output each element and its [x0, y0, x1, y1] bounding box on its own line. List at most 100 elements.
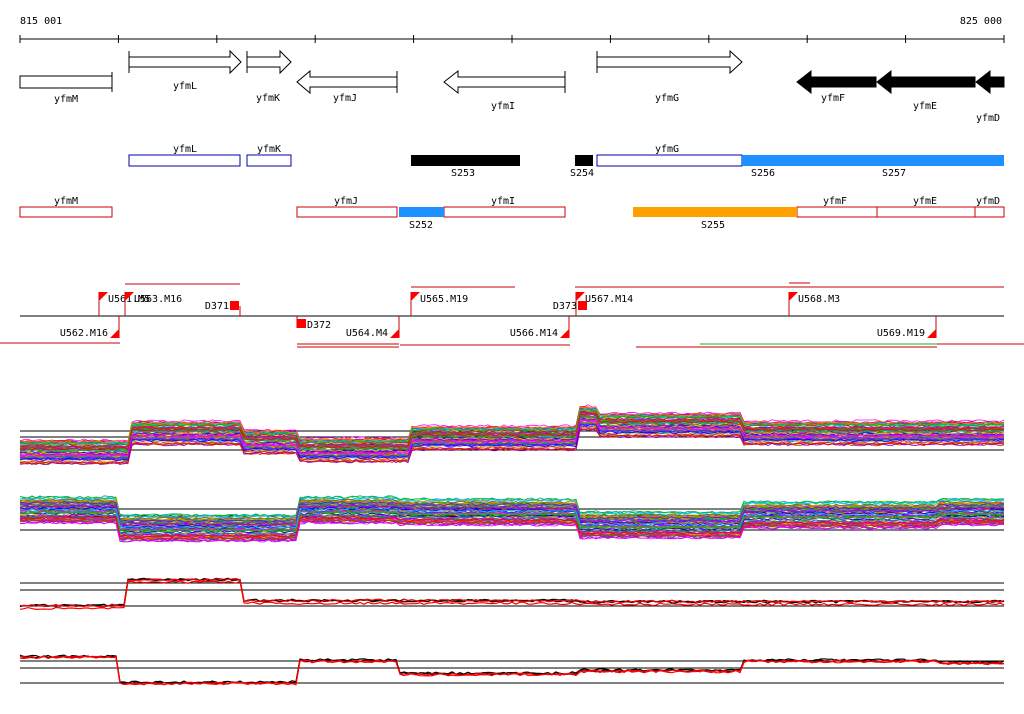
segment-label-S257: S257	[882, 168, 906, 179]
gene-label-yfmJ: yfmJ	[333, 93, 357, 104]
gene-yfmD[interactable]	[975, 69, 1005, 95]
downshift-label: D372	[307, 320, 331, 331]
expression-profile-line	[19, 410, 1005, 447]
upshift-marker[interactable]: U567.M14	[575, 292, 633, 316]
segment-S253[interactable]	[411, 155, 520, 166]
upshift-marker[interactable]: U568.M3	[788, 292, 840, 316]
expression-profile-line	[19, 521, 1005, 543]
minus-strand-track: yfmM yfmJ yfmI yfmF yfmE yfmD S252 S255	[19, 196, 1005, 231]
expression-profile-line	[19, 580, 1005, 611]
expression-profile-line	[19, 510, 1005, 533]
axis-end-label: 825 000	[960, 16, 1002, 27]
expression-profile-line	[19, 503, 1005, 525]
segment-S252[interactable]	[399, 207, 444, 217]
downshift-label: D373	[553, 301, 577, 312]
expression-profile-line	[19, 426, 1005, 464]
gene-yfmE[interactable]	[876, 69, 976, 95]
segment-label-S256: S256	[751, 168, 775, 179]
upshift-label: U565.M19	[420, 294, 468, 305]
transcript-label-yfmK: yfmK	[257, 144, 281, 155]
transcript-label-yfmL: yfmL	[173, 144, 197, 155]
expression-profile-line	[19, 655, 1005, 686]
transcript-yfmG[interactable]	[596, 154, 743, 167]
transcript-yfmD[interactable]	[974, 206, 1005, 218]
transcript-label-yfmF: yfmF	[823, 196, 847, 207]
expression-profile-line	[19, 423, 1005, 461]
expression-profile-line	[19, 413, 1004, 451]
transcript-label-yfmE: yfmE	[913, 196, 937, 207]
gene-label-yfmL: yfmL	[173, 81, 197, 92]
expression-profile-line	[19, 504, 1005, 527]
transcript-label-yfmM: yfmM	[54, 196, 78, 207]
transcript-yfmL[interactable]	[128, 154, 241, 167]
expression-profile-line	[19, 423, 1005, 461]
transcript-label-yfmG: yfmG	[655, 144, 679, 155]
transcript-yfmJ[interactable]	[296, 206, 398, 218]
expression-profile-line	[19, 412, 1005, 449]
gene-label-yfmI: yfmI	[491, 101, 515, 112]
transcript-yfmI[interactable]	[443, 206, 566, 218]
upshift-label: U569.M19	[877, 328, 925, 339]
gene-label-yfmE: yfmE	[913, 101, 937, 112]
expression-profile-line	[19, 509, 1005, 532]
expression-profile-line	[19, 516, 1005, 538]
gene-label-yfmM: yfmM	[54, 94, 78, 105]
upshift-label: U563.M16	[134, 294, 182, 305]
expression-profile-line	[19, 501, 1005, 523]
downshift-marker[interactable]: D371	[205, 301, 241, 316]
expression-panel-minus-all	[19, 495, 1005, 543]
transcript-yfmE[interactable]	[876, 206, 976, 218]
expression-profile-line	[19, 427, 1005, 465]
expression-profile-line	[19, 654, 1005, 685]
gene-yfmM[interactable]	[19, 75, 113, 89]
axis-start-label: 815 001	[20, 16, 62, 27]
coordinate-axis: 815 001 825 000	[19, 16, 1005, 43]
expression-profile-line	[19, 418, 1005, 456]
downshift-marker[interactable]: D373	[553, 301, 587, 312]
gene-yfmJ[interactable]	[296, 69, 398, 95]
upshift-label: U568.M3	[798, 294, 840, 305]
segment-label-S252: S252	[409, 220, 433, 231]
expression-profile-line	[19, 518, 1005, 540]
segment-S255[interactable]	[633, 207, 797, 217]
expression-profile-line	[19, 415, 1005, 453]
upshift-marker[interactable]: U561.M5	[98, 292, 150, 316]
expression-profile-line	[19, 406, 1005, 444]
expression-panel-plus-summary	[19, 577, 1005, 611]
upshift-label: U561.M5	[108, 294, 150, 305]
upshift-marker[interactable]: U563.M16	[124, 292, 182, 316]
segment-S256-S257[interactable]	[742, 155, 1004, 166]
expression-panel-minus-summary	[19, 654, 1005, 686]
upshift-marker[interactable]: U566.M14	[510, 316, 570, 339]
upshift-marker[interactable]: U569.M19	[877, 316, 937, 339]
gene-yfmI[interactable]	[443, 69, 566, 95]
gene-annotation-track: yfmM yfmL yfmK yfmJ yfmI yfmG yfmF yfmE …	[19, 49, 1005, 124]
transcript-yfmM[interactable]	[19, 206, 113, 218]
transcript-label-yfmD: yfmD	[976, 196, 1000, 207]
transcript-yfmK[interactable]	[246, 154, 292, 167]
upshift-label: U567.M14	[585, 294, 633, 305]
gene-yfmL[interactable]	[128, 49, 242, 75]
segment-label-S255: S255	[701, 220, 725, 231]
transcript-label-yfmI: yfmI	[491, 196, 515, 207]
expression-panel-plus-all	[19, 404, 1005, 466]
expression-profile-line	[20, 515, 1004, 538]
expression-profile-line	[19, 407, 1005, 446]
upshift-marker[interactable]: U562.M16	[60, 316, 120, 339]
transcript-yfmF[interactable]	[796, 206, 878, 218]
gene-yfmK[interactable]	[246, 49, 292, 75]
gene-yfmG[interactable]	[596, 49, 743, 75]
downshift-marker[interactable]: D372	[296, 316, 331, 331]
upshift-marker[interactable]: U564.M4	[346, 316, 400, 339]
upshift-marker[interactable]: U565.M19	[410, 292, 468, 316]
gene-label-yfmK: yfmK	[256, 93, 280, 104]
expression-profile-line	[20, 408, 1005, 446]
transcript-label-yfmJ: yfmJ	[334, 196, 358, 207]
expression-profile-line	[19, 414, 1005, 452]
expression-profile-line	[19, 420, 1005, 457]
segment-S254[interactable]	[575, 155, 593, 166]
gene-yfmF[interactable]	[796, 69, 877, 95]
expression-profile-line	[19, 507, 1005, 529]
upshift-label: U564.M4	[346, 328, 388, 339]
